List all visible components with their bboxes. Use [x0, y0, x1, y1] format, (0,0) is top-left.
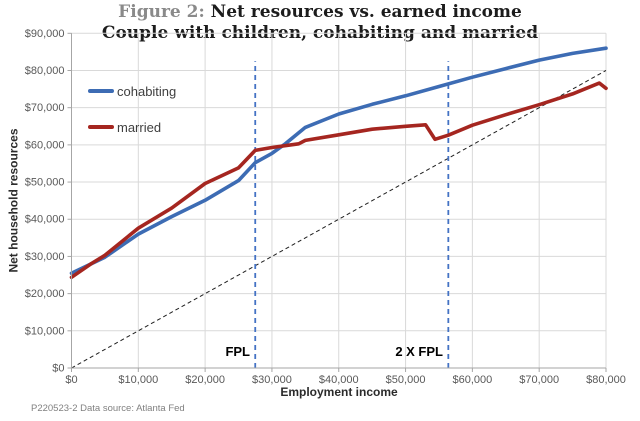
- diagonal-45deg-line: [71, 70, 607, 369]
- x-tick-label: $20,000: [185, 374, 225, 386]
- x-tick-label: $70,000: [519, 374, 559, 386]
- y-tick-label: $40,000: [25, 214, 65, 226]
- y-tick-label: $10,000: [25, 325, 65, 337]
- y-tick-label: $90,000: [25, 28, 65, 40]
- figure-number-label: Figure 2:: [118, 2, 205, 22]
- x-tick-label: $80,000: [586, 374, 626, 386]
- y-tick-label: $70,000: [25, 102, 65, 114]
- cohabiting-line-swatch: [88, 89, 114, 93]
- x-axis-title: Employment income: [280, 385, 398, 399]
- y-tick-label: $30,000: [25, 251, 65, 263]
- y-tick-label: $20,000: [25, 288, 65, 300]
- chart-title-line1: Figure 2: Net resources vs. earned incom…: [0, 2, 640, 23]
- fpl-annotation: FPL: [225, 344, 250, 359]
- y-tick-label: $80,000: [25, 65, 65, 77]
- married-line-swatch: [88, 125, 114, 129]
- source-footnote: P220523-2 Data source: Atlanta Fed: [31, 403, 185, 414]
- fpl2-annotation: 2 X FPL: [395, 344, 443, 359]
- legend-item-married: married: [88, 119, 161, 135]
- y-tick-label: $60,000: [25, 139, 65, 151]
- chart-title-main: Net resources vs. earned income: [204, 2, 522, 22]
- y-tick-label: $50,000: [25, 177, 65, 189]
- x-tick-label: $40,000: [319, 374, 359, 386]
- legend-label-married: married: [117, 119, 162, 135]
- x-tick-label: $30,000: [252, 374, 292, 386]
- y-axis-title: Net household resources: [6, 128, 21, 273]
- y-tick-label: $0: [52, 363, 64, 375]
- legend-label-cohabiting: cohabiting: [117, 83, 177, 99]
- x-tick-label: $10,000: [118, 374, 158, 386]
- legend-item-cohabiting: cohabiting: [88, 83, 176, 99]
- series-line-married: [69, 81, 608, 280]
- series-line-cohabiting: [69, 46, 608, 276]
- x-tick-label: $50,000: [386, 374, 426, 386]
- x-tick-label: $0: [65, 374, 77, 386]
- x-tick-label: $60,000: [452, 374, 492, 386]
